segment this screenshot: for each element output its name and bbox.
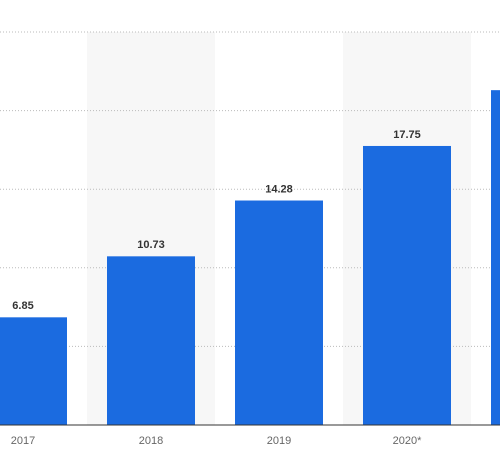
value-label: 14.28	[265, 183, 293, 195]
value-label: 10.73	[137, 239, 165, 251]
x-tick-label: 2017	[11, 435, 35, 447]
x-tick-label: 2019	[267, 435, 291, 447]
value-label: 6.85	[12, 300, 33, 312]
bar	[107, 256, 195, 425]
bar	[491, 90, 500, 425]
x-tick-label: 2020*	[393, 435, 422, 447]
bar	[0, 317, 67, 425]
value-label: 17.75	[393, 129, 421, 141]
bar	[363, 145, 451, 425]
bar	[235, 200, 323, 425]
x-tick-label: 2018	[139, 435, 163, 447]
